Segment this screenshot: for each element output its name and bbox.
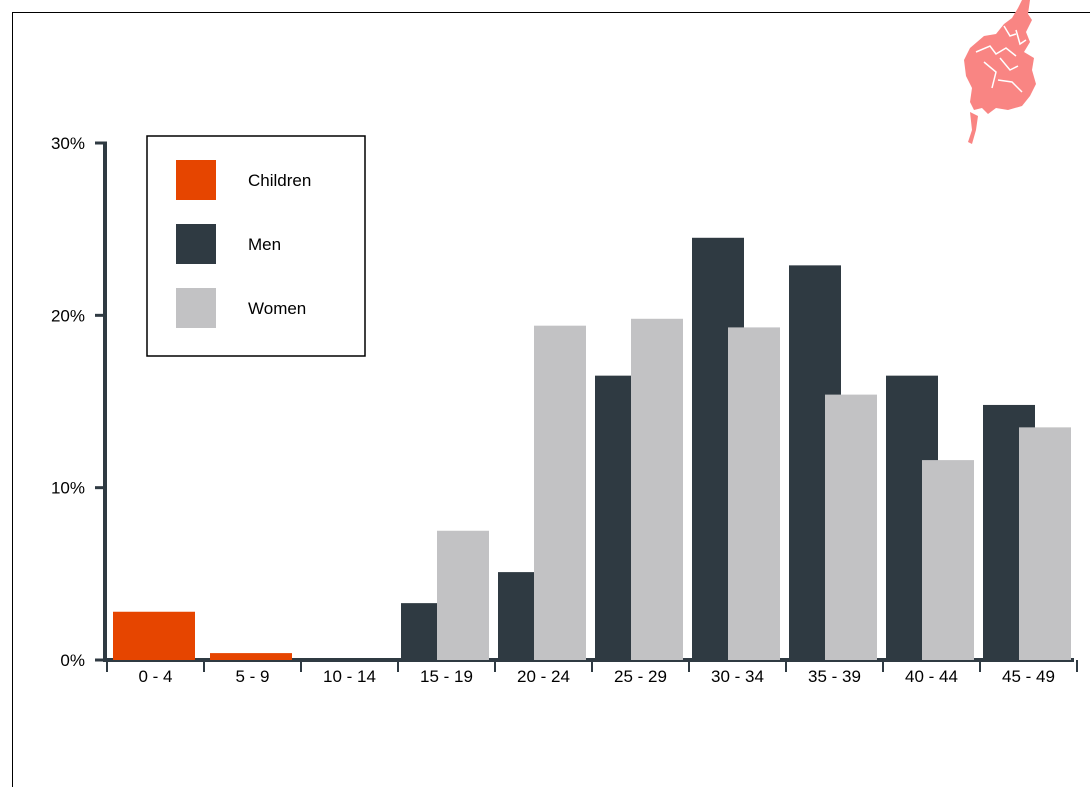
x-tick-label: 0 - 4 <box>138 667 172 686</box>
legend-swatch <box>176 288 216 328</box>
x-tick-label: 15 - 19 <box>420 667 473 686</box>
bar-children <box>210 653 292 660</box>
x-tick-label: 5 - 9 <box>235 667 269 686</box>
x-tick-label: 25 - 29 <box>614 667 667 686</box>
legend-swatch <box>176 160 216 200</box>
bars <box>113 237 1071 661</box>
legend-label: Children <box>248 171 311 190</box>
x-tick-label: 35 - 39 <box>808 667 861 686</box>
bar-women <box>1019 427 1071 660</box>
bar-women <box>534 325 586 660</box>
y-axis: 0% 10% 20% 30% <box>51 134 107 670</box>
bar-women <box>631 318 683 660</box>
x-tick-label: 10 - 14 <box>323 667 376 686</box>
map-fragment-icon <box>964 0 1036 144</box>
legend-label: Men <box>248 235 281 254</box>
y-tick-label: 0% <box>60 651 85 670</box>
x-tick-label: 20 - 24 <box>517 667 570 686</box>
y-tick-label: 20% <box>51 306 85 325</box>
x-axis: 0 - 4 5 - 9 10 - 14 15 - 19 20 - 24 25 - 29 30… <box>103 658 1078 686</box>
bar-women <box>922 460 974 660</box>
x-tick-label: 40 - 44 <box>905 667 958 686</box>
x-tick-label: 45 - 49 <box>1002 667 1055 686</box>
chart-frame <box>12 12 1090 787</box>
bar-women <box>728 327 780 660</box>
bar-children <box>113 611 195 660</box>
bar-women <box>825 394 877 660</box>
bar-women <box>437 530 489 660</box>
legend-swatch <box>176 224 216 264</box>
y-tick-label: 30% <box>51 134 85 153</box>
y-tick-label: 10% <box>51 479 85 498</box>
legend-label: Women <box>248 299 306 318</box>
legend: Children Men Women <box>146 135 366 357</box>
x-tick-label: 30 - 34 <box>711 667 764 686</box>
